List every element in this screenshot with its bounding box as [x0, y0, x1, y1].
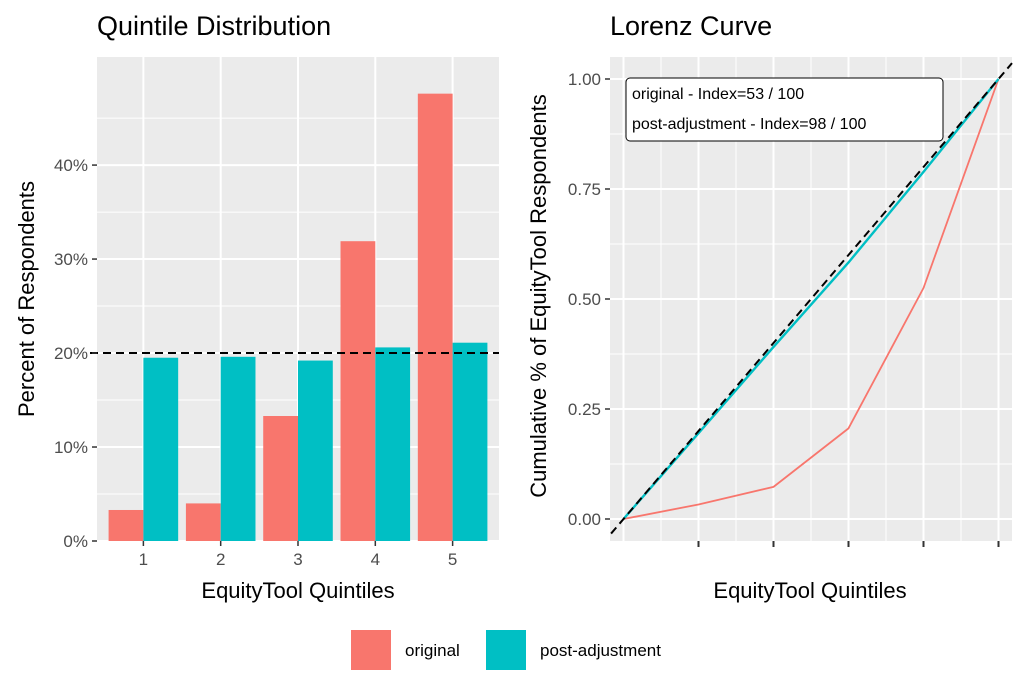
- left-x-tick-label: 5: [448, 550, 457, 569]
- legend-label-post-adjustment: post-adjustment: [540, 641, 661, 660]
- legend: original post-adjustment: [351, 630, 661, 670]
- right-y-tick-label: 0.50: [568, 290, 601, 309]
- legend-swatch-original: [351, 630, 391, 670]
- left-x-tick-label: 2: [216, 550, 225, 569]
- bar-original-q1: [108, 509, 144, 541]
- left-x-tick-label: 4: [371, 550, 380, 569]
- bar-post-adjustment-q1: [143, 357, 179, 541]
- left-x-tick-label: 1: [139, 550, 148, 569]
- bar-original-q2: [185, 503, 221, 541]
- left-y-axis-title: Percent of Respondents: [14, 181, 39, 417]
- right-y-tick-label: 0.00: [568, 510, 601, 529]
- left-x-tick-label: 3: [293, 550, 302, 569]
- left-y-tick-label: 20%: [54, 344, 88, 363]
- right-ticks: 0.00 0.25 0.50 0.75 1.00: [568, 70, 1000, 547]
- left-bars: [108, 93, 488, 541]
- right-y-axis-title: Cumulative % of EquityTool Respondents: [526, 94, 551, 498]
- bar-original-q5: [417, 93, 453, 541]
- quintile-distribution-chart: Quintile Distribution 0% 10% 20% 30% 40% 1 2 3 4…: [14, 11, 499, 603]
- lorenz-line-original: [623, 78, 1000, 520]
- left-y-tick-label: 0%: [63, 532, 88, 551]
- right-lines: [610, 62, 1013, 535]
- bar-original-q3: [263, 416, 298, 541]
- bar-post-adjustment-q3: [298, 360, 333, 541]
- lorenz-curve-chart: Lorenz Curve 0.00 0.25 0.50 0.75 1.00 origin…: [526, 11, 1013, 603]
- legend-label-original: original: [405, 641, 460, 660]
- lorenz-line-post-adjustment: [622, 78, 1000, 520]
- left-x-axis-title: EquityTool Quintiles: [201, 578, 394, 603]
- right-y-tick-label: 0.75: [568, 180, 601, 199]
- bar-post-adjustment-q5: [452, 342, 488, 541]
- right-x-axis-title: EquityTool Quintiles: [713, 578, 906, 603]
- left-ticks: 0% 10% 20% 30% 40% 1 2 3 4 5: [54, 156, 457, 569]
- right-chart-title: Lorenz Curve: [610, 11, 772, 41]
- legend-swatch-post-adjustment: [486, 630, 526, 670]
- annotation-post-adjustment-index: post-adjustment - Index=98 / 100: [632, 116, 866, 133]
- right-y-tick-label: 1.00: [568, 70, 601, 89]
- bar-post-adjustment-q2: [220, 356, 256, 541]
- bar-post-adjustment-q4: [375, 347, 411, 541]
- left-chart-title: Quintile Distribution: [97, 11, 331, 41]
- left-y-tick-label: 10%: [54, 438, 88, 457]
- left-y-tick-label: 40%: [54, 156, 88, 175]
- annotation-original-index: original - Index=53 / 100: [632, 86, 804, 103]
- left-y-tick-label: 30%: [54, 250, 88, 269]
- index-annotation-box: original - Index=53 / 100 post-adjustmen…: [625, 77, 944, 142]
- right-y-tick-label: 0.25: [568, 400, 601, 419]
- annotation-box-frame: [625, 77, 944, 142]
- bar-original-q4: [340, 241, 376, 541]
